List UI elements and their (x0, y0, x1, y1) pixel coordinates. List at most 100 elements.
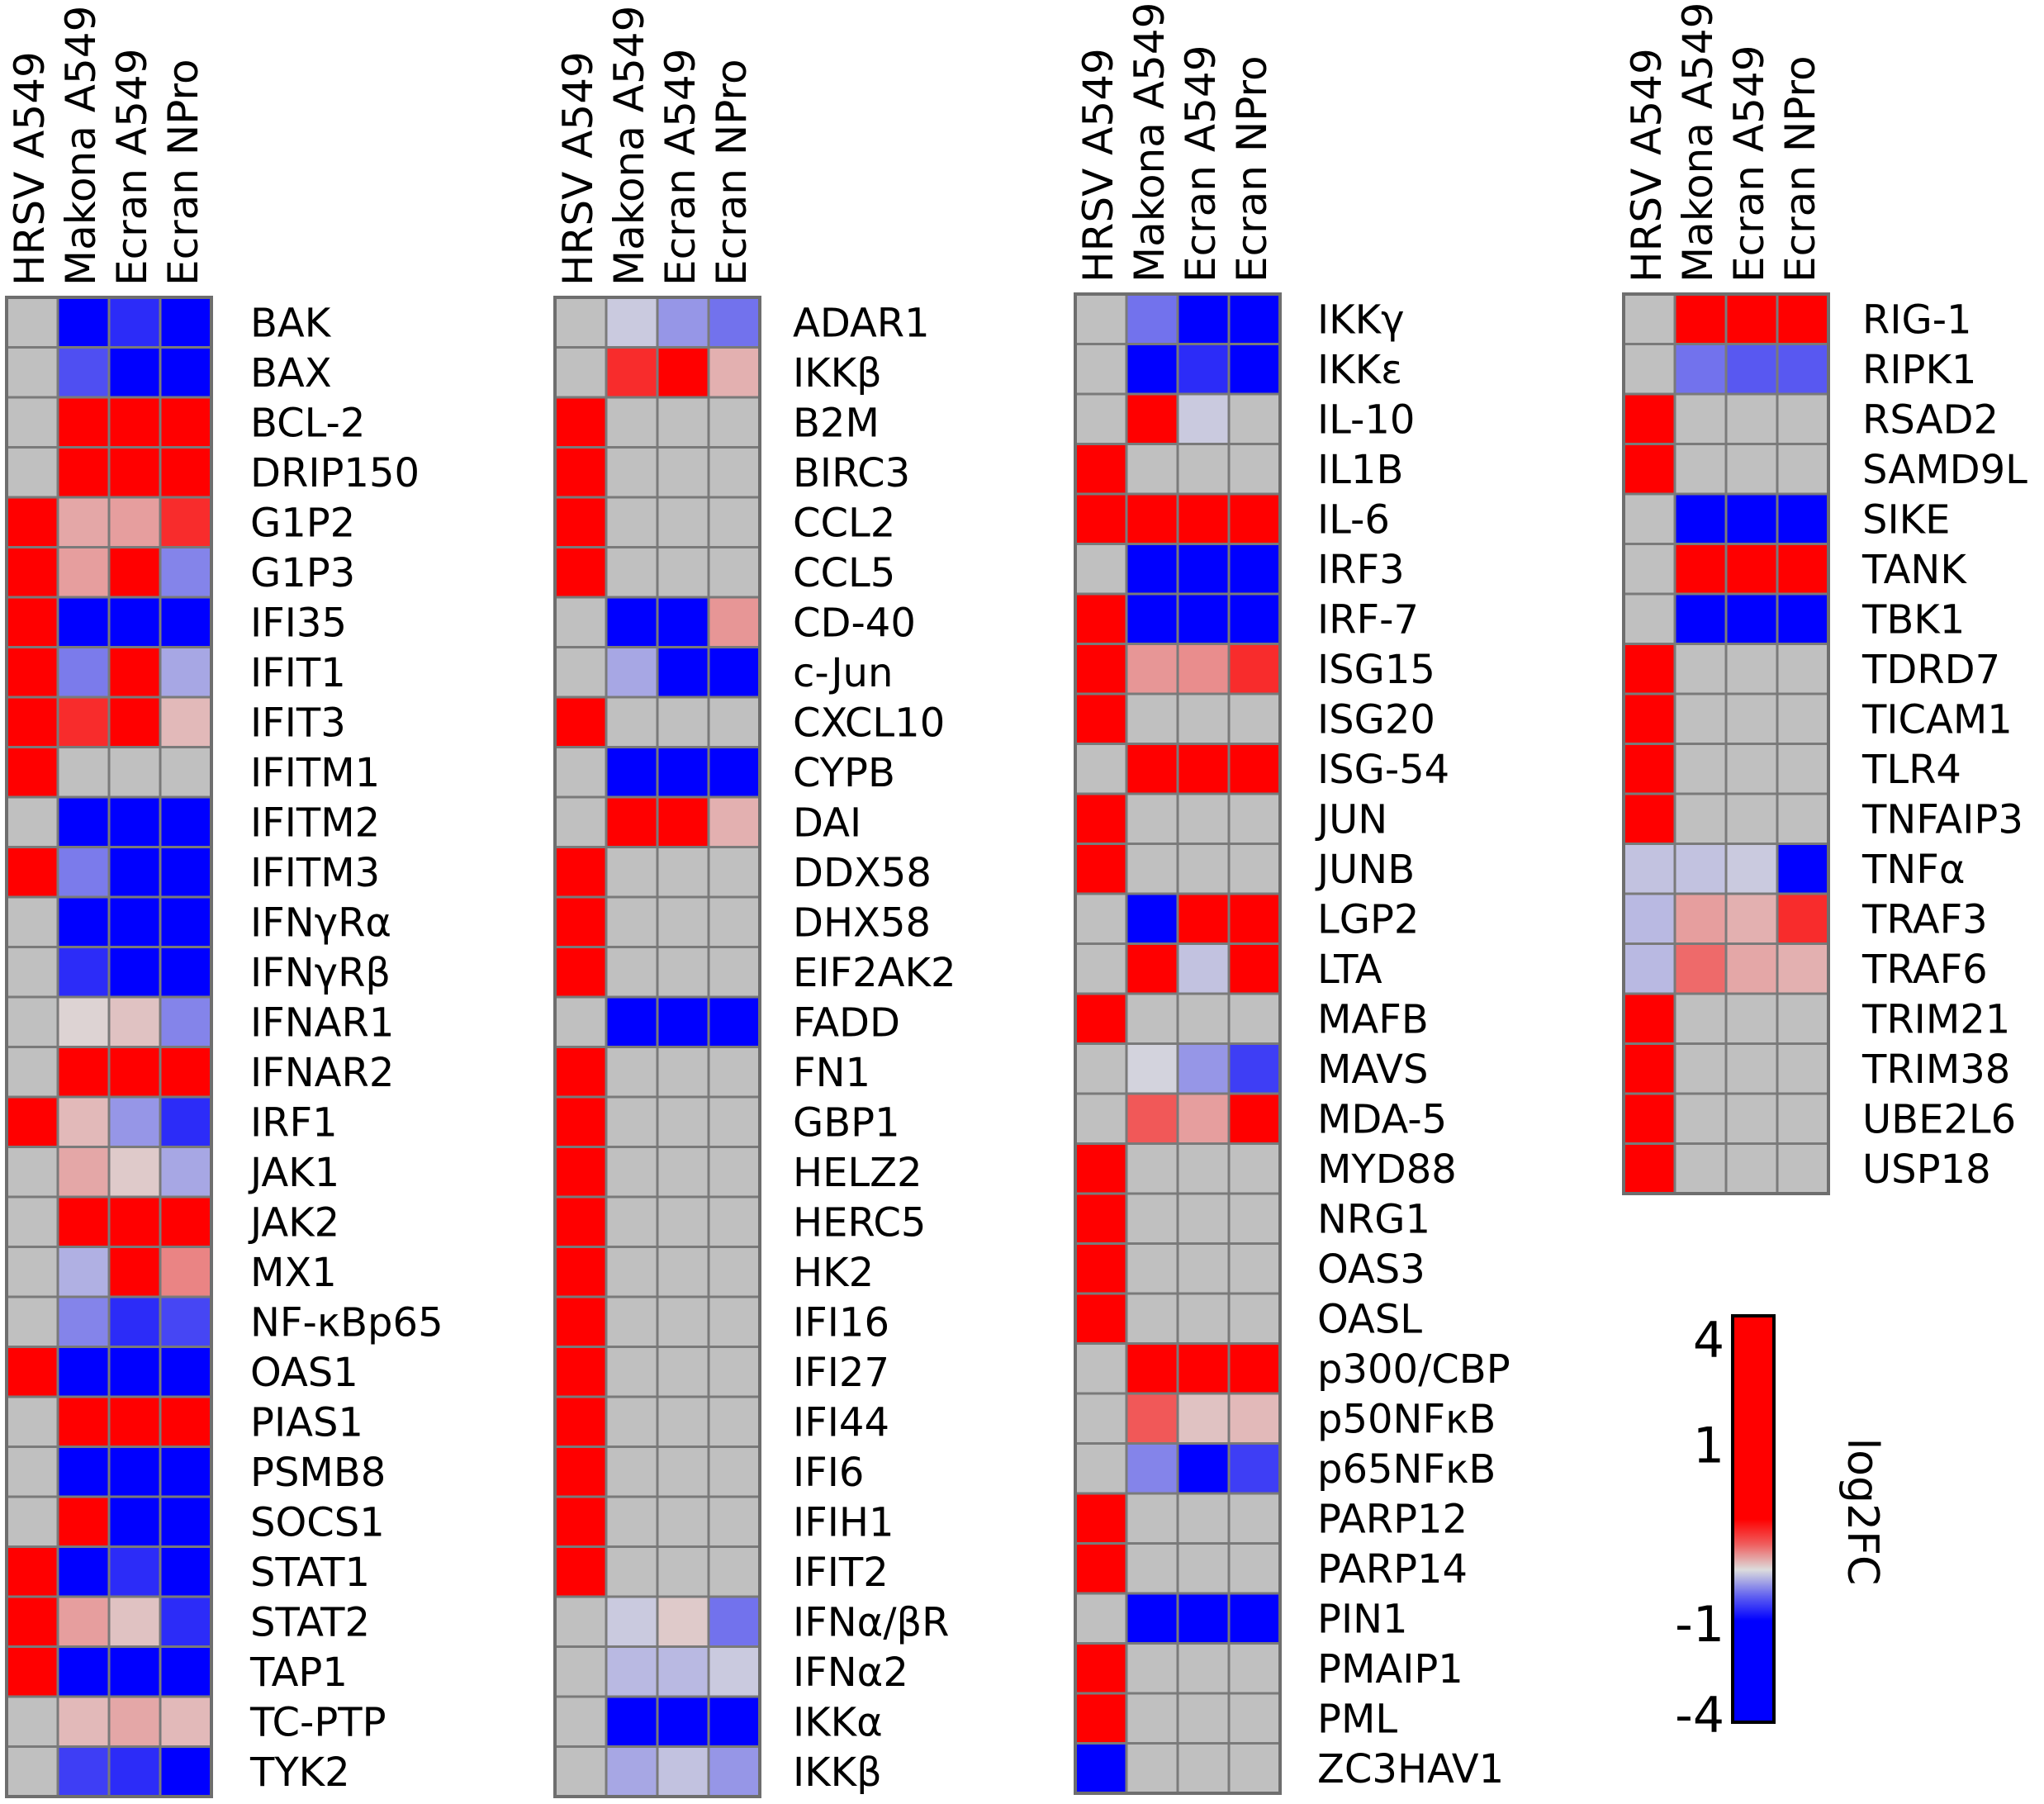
heatmap-cell (553, 1695, 608, 1748)
heatmap-cell (56, 995, 111, 1048)
gene-label: IFI44 (793, 1399, 889, 1446)
gene-label: TICAM1 (1861, 696, 2013, 743)
heatmap-cell (1724, 1092, 1779, 1145)
heatmap-cell (656, 746, 710, 799)
heatmap-cell (656, 1446, 710, 1498)
gene-label: IFIT2 (793, 1550, 889, 1596)
gene-label: MX1 (250, 1250, 337, 1296)
heatmap-cell (159, 695, 213, 748)
heatmap-cell (1176, 692, 1231, 745)
heatmap-cell (1125, 743, 1179, 795)
gene-label: DRIP150 (250, 450, 420, 496)
heatmap-cell (1125, 1242, 1179, 1295)
heatmap-cell (1074, 1192, 1128, 1245)
heatmap-cell (1673, 343, 1728, 396)
gene-label: PIAS1 (250, 1399, 363, 1446)
heatmap-cell (1176, 1442, 1231, 1495)
heatmap-cell (5, 995, 59, 1048)
heatmap-cell (1176, 992, 1231, 1045)
heatmap-cell (1227, 792, 1282, 845)
heatmap-cell (553, 895, 608, 948)
heatmap-cell (1074, 743, 1128, 795)
heatmap-cell (1776, 292, 1830, 345)
column-label: HRSV A549 (554, 51, 602, 286)
heatmap-cell (1776, 443, 1830, 496)
heatmap-cell (56, 1495, 111, 1548)
gene-label: TLR4 (1861, 747, 1961, 793)
heatmap-cell (553, 546, 608, 599)
heatmap-panel-3: HRSV A549 Makona A549 Ecran A549 Ecran NPro… (1074, 2, 1510, 1795)
heatmap-cell (707, 546, 761, 599)
heatmap-cell (1673, 492, 1728, 545)
heatmap-cell (707, 1545, 761, 1598)
heatmap-cell (1176, 1092, 1231, 1145)
heatmap-cell (56, 746, 111, 799)
heatmap-cell (1673, 443, 1728, 496)
gene-label: MDA-5 (1317, 1096, 1447, 1142)
heatmap-cell (107, 596, 162, 648)
heatmap-cell (1074, 992, 1128, 1045)
heatmap-cell (1227, 1492, 1282, 1545)
heatmap-cell (5, 1395, 59, 1448)
heatmap-cell (159, 646, 213, 699)
heatmap-cell (1176, 1192, 1231, 1245)
heatmap-cell (1176, 1042, 1231, 1095)
heatmap-cell (1125, 1542, 1179, 1595)
heatmap-cell (707, 1295, 761, 1348)
heatmap-cell (107, 895, 162, 948)
heatmap-cell (5, 1346, 59, 1398)
heatmap-cell (707, 995, 761, 1048)
heatmap-cell (707, 1146, 761, 1199)
column-label: Ecran A549 (108, 49, 156, 287)
gene-label: G1P2 (250, 500, 355, 546)
heatmap-cell (605, 1545, 659, 1598)
heatmap-cell (5, 946, 59, 999)
heatmap-cell (605, 1495, 659, 1548)
heatmap-cell (553, 1046, 608, 1099)
colorbar-gradient (1731, 1314, 1776, 1724)
gene-label: IFIT1 (250, 650, 346, 696)
heatmap-panel-4: HRSV A549 Makona A549 Ecran A549 Ecran NPro… (1622, 2, 2027, 1195)
heatmap-cell (553, 1595, 608, 1648)
heatmap-cell (1622, 743, 1676, 795)
heatmap-cell (5, 1545, 59, 1598)
heatmap-cell (159, 1395, 213, 1448)
column-label: Makona A549 (605, 6, 653, 286)
heatmap-cell (1227, 1342, 1282, 1395)
heatmap-cell (1227, 443, 1282, 496)
heatmap-cell (553, 995, 608, 1048)
heatmap-cell (159, 296, 213, 349)
heatmap-panel-2: HRSV A549 Makona A549 Ecran A549 Ecran NPro… (553, 6, 956, 1798)
heatmap-cell (1776, 892, 1830, 945)
heatmap-cell (553, 646, 608, 699)
heatmap-cell (553, 1446, 608, 1498)
heatmap-cell (5, 646, 59, 699)
heatmap-cell (553, 1195, 608, 1248)
gene-label: FADD (793, 999, 900, 1046)
heatmap-cell (1125, 1742, 1179, 1795)
heatmap-cell (707, 1745, 761, 1798)
heatmap-cell (1074, 543, 1128, 596)
heatmap-cell (56, 396, 111, 449)
heatmap-cell (1176, 792, 1231, 845)
heatmap-cell (1724, 492, 1779, 545)
heatmap-cell (5, 1195, 59, 1248)
heatmap-cell (1227, 492, 1282, 545)
heatmap-cell (1622, 1092, 1676, 1145)
gene-label: IFI6 (793, 1450, 864, 1496)
heatmap-cell (1622, 592, 1676, 645)
heatmap-cell (1074, 343, 1128, 396)
heatmap-cell (553, 795, 608, 848)
heatmap-cell (656, 1695, 710, 1748)
heatmap-cell (5, 446, 59, 499)
heatmap-cell (656, 1146, 710, 1199)
heatmap-cell (56, 1195, 111, 1248)
heatmap-cell (1125, 942, 1179, 995)
heatmap-cell (159, 995, 213, 1048)
gene-label: IKKγ (1317, 297, 1405, 343)
gene-label: p50NFκB (1317, 1396, 1496, 1442)
heatmap-cell (5, 1645, 59, 1698)
heatmap-cell (1622, 1042, 1676, 1095)
heatmap-cell (5, 695, 59, 748)
colorbar-tick-label: -4 (1675, 1687, 1724, 1745)
